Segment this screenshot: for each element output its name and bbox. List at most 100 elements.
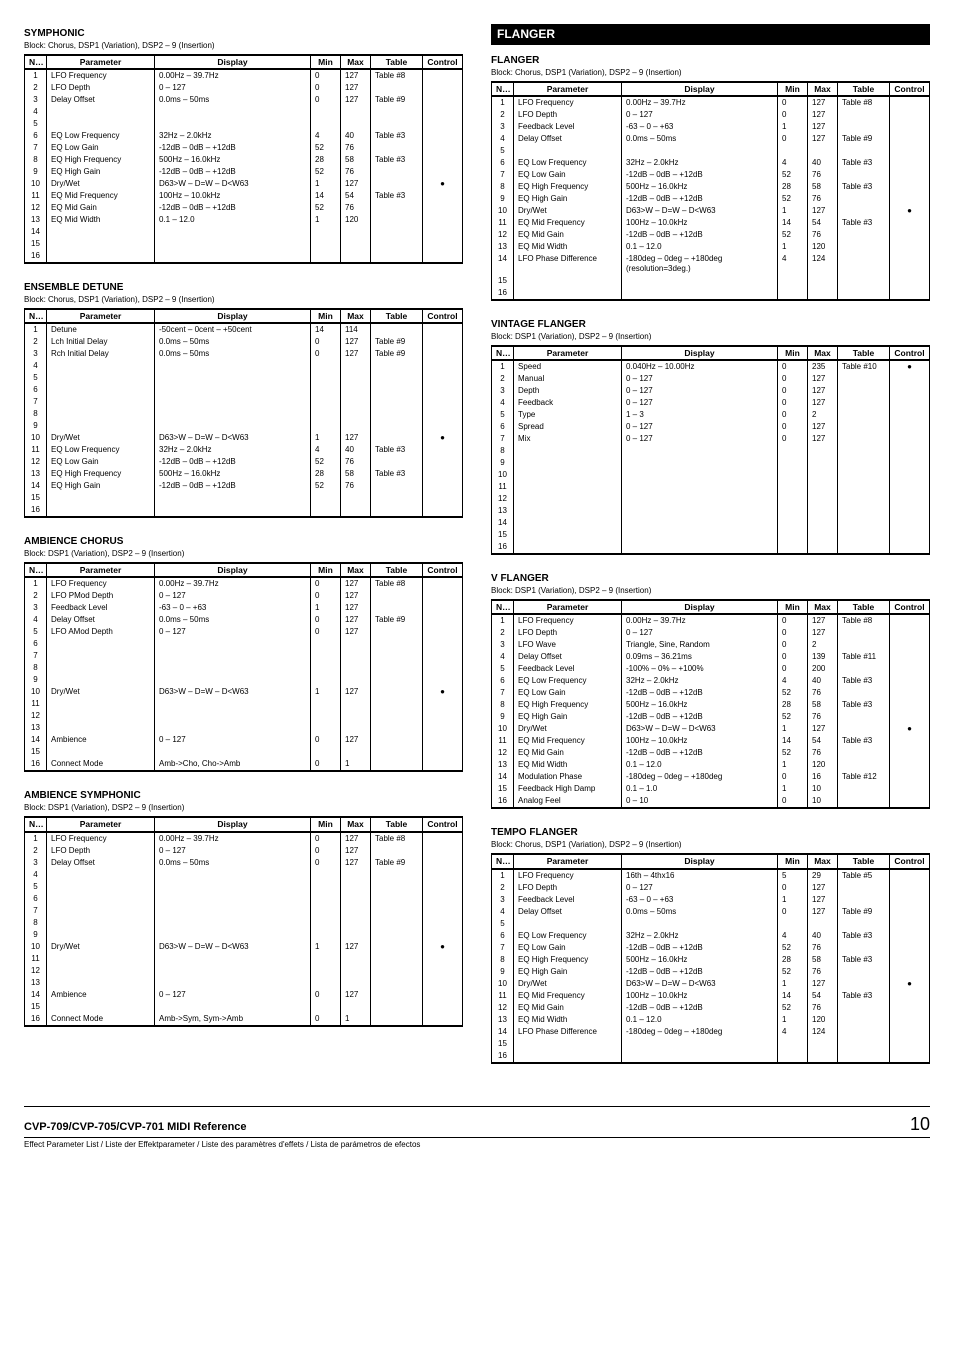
table-row: 2LFO Depth0 – 1270127 (492, 627, 930, 639)
table-row: 9EQ High Gain-12dB – 0dB – +12dB5276 (492, 193, 930, 205)
table-row: 5LFO AMod Depth0 – 1270127 (25, 626, 463, 638)
ambchorus-title: AMBIENCE CHORUS (24, 536, 463, 549)
column-header: Min (311, 563, 341, 578)
ambchorus-sub: Block: DSP1 (Variation), DSP2 – 9 (Inser… (24, 549, 463, 559)
vintage-sub: Block: DSP1 (Variation), DSP2 – 9 (Inser… (491, 332, 930, 342)
table-row: 3Feedback Level-63 – 0 – +631127 (492, 894, 930, 906)
table-row: 11 (25, 953, 463, 965)
table-row: 15 (25, 492, 463, 504)
column-header: Control (423, 55, 463, 70)
flanger-sub: Block: Chorus, DSP1 (Variation), DSP2 – … (491, 68, 930, 78)
column-header: No. (492, 82, 514, 97)
table-row: 14EQ High Gain-12dB – 0dB – +12dB5276 (25, 480, 463, 492)
table-row: 11EQ Mid Frequency100Hz – 10.0kHz1454Tab… (492, 735, 930, 747)
table-row: 2LFO Depth0 – 1270127 (25, 845, 463, 857)
column-header: No. (25, 563, 47, 578)
table-row: 7EQ Low Gain-12dB – 0dB – +12dB5276 (492, 169, 930, 181)
table-row: 7 (25, 905, 463, 917)
flanger-title: FLANGER (491, 55, 930, 68)
table-row: 8EQ High Frequency500Hz – 16.0kHz2858Tab… (492, 181, 930, 193)
table-row: 6 (25, 893, 463, 905)
table-row: 5 (25, 372, 463, 384)
table-row: 8 (25, 662, 463, 674)
table-row: 14 (25, 226, 463, 238)
table-row: 15 (25, 238, 463, 250)
ambchorus-table: No.ParameterDisplayMinMaxTableControl1LF… (24, 562, 463, 773)
flanger-table: No.ParameterDisplayMinMaxTableControl1LF… (491, 81, 930, 302)
table-row: 10Dry/WetD63>W – D=W – D<W631127● (25, 178, 463, 190)
table-row: 11EQ Mid Frequency100Hz – 10.0kHz1454Tab… (492, 217, 930, 229)
table-row: 5 (25, 118, 463, 130)
table-row: 13EQ Mid Width0.1 – 12.01120 (492, 1014, 930, 1026)
left-column: SYMPHONIC Block: Chorus, DSP1 (Variation… (24, 18, 463, 1082)
table-row: 16 (492, 541, 930, 554)
table-row: 7 (25, 650, 463, 662)
table-row: 2LFO Depth0 – 1270127 (492, 882, 930, 894)
table-row: 14Modulation Phase-180deg – 0deg – +180d… (492, 771, 930, 783)
table-row: 16Connect ModeAmb->Sym, Sym->Amb01 (25, 1013, 463, 1026)
table-row: 3LFO WaveTriangle, Sine, Random02 (492, 639, 930, 651)
table-row: 12EQ Mid Gain-12dB – 0dB – +12dB5276 (492, 229, 930, 241)
table-row: 6EQ Low Frequency32Hz – 2.0kHz440Table #… (492, 675, 930, 687)
table-row: 9EQ High Gain-12dB – 0dB – +12dB5276 (492, 711, 930, 723)
table-row: 15 (492, 275, 930, 287)
table-row: 1Detune-50cent – 0cent – +50cent14114 (25, 323, 463, 336)
table-row: 1LFO Frequency16th – 4thx16529Table #5 (492, 869, 930, 882)
column-header: Control (423, 309, 463, 324)
table-row: 9 (25, 929, 463, 941)
tempo-table: No.ParameterDisplayMinMaxTableControl1LF… (491, 853, 930, 1064)
table-row: 8 (492, 445, 930, 457)
column-header: Parameter (514, 600, 622, 615)
table-row: 1LFO Frequency0.00Hz – 39.7Hz0127Table #… (25, 832, 463, 845)
table-row: 1Speed0.040Hz – 10.00Hz0235Table #10● (492, 360, 930, 373)
table-row: 14LFO Phase Difference-180deg – 0deg – +… (492, 1026, 930, 1038)
column-header: Max (341, 309, 371, 324)
table-row: 4 (25, 106, 463, 118)
table-row: 10Dry/WetD63>W – D=W – D<W631127● (492, 978, 930, 990)
table-row: 16 (25, 250, 463, 263)
column-header: Display (622, 600, 778, 615)
column-header: Display (155, 817, 311, 832)
column-header: Min (311, 309, 341, 324)
table-row: 6EQ Low Frequency32Hz – 2.0kHz440Table #… (492, 930, 930, 942)
table-row: 3Depth0 – 1270127 (492, 385, 930, 397)
table-row: 9EQ High Gain-12dB – 0dB – +12dB5276 (492, 966, 930, 978)
column-header: Control (890, 854, 930, 869)
footer-title: CVP-709/CVP-705/CVP-701 MIDI Reference (24, 1121, 247, 1135)
table-row: 6 (25, 384, 463, 396)
table-row: 15 (25, 746, 463, 758)
column-header: No. (25, 55, 47, 70)
column-header: Table (371, 817, 423, 832)
vintage-table: No.ParameterDisplayMinMaxTableControl1Sp… (491, 345, 930, 556)
table-row: 12EQ Mid Gain-12dB – 0dB – +12dB5276 (492, 747, 930, 759)
table-row: 12 (25, 710, 463, 722)
table-row: 16Analog Feel0 – 10010 (492, 795, 930, 808)
table-row: 6Spread0 – 1270127 (492, 421, 930, 433)
column-header: Parameter (47, 55, 155, 70)
table-row: 4Delay Offset0.0ms – 50ms0127Table #9 (492, 133, 930, 145)
table-row: 1LFO Frequency0.00Hz – 39.7Hz0127Table #… (25, 69, 463, 82)
table-row: 3Rch Initial Delay0.0ms – 50ms0127Table … (25, 348, 463, 360)
table-row: 7EQ Low Gain-12dB – 0dB – +12dB5276 (25, 142, 463, 154)
table-row: 7Mix0 – 1270127 (492, 433, 930, 445)
column-header: No. (492, 600, 514, 615)
page-footer: CVP-709/CVP-705/CVP-701 MIDI Reference 1… (24, 1106, 930, 1151)
table-row: 12 (492, 493, 930, 505)
column-header: Min (778, 854, 808, 869)
table-row: 15 (492, 1038, 930, 1050)
table-row: 12EQ Low Gain-12dB – 0dB – +12dB5276 (25, 456, 463, 468)
column-header: Min (778, 600, 808, 615)
column-header: Control (423, 563, 463, 578)
table-row: 13EQ Mid Width0.1 – 12.01120 (492, 241, 930, 253)
column-header: Table (838, 82, 890, 97)
table-row: 13 (492, 505, 930, 517)
column-header: Control (890, 82, 930, 97)
column-header: Parameter (47, 817, 155, 832)
table-row: 1LFO Frequency0.00Hz – 39.7Hz0127Table #… (25, 577, 463, 590)
column-header: Control (890, 346, 930, 361)
table-row: 11 (25, 698, 463, 710)
ambsym-table: No.ParameterDisplayMinMaxTableControl1LF… (24, 816, 463, 1027)
table-row: 16 (492, 1050, 930, 1063)
column-header: Table (371, 563, 423, 578)
table-row: 16Connect ModeAmb->Cho, Cho->Amb01 (25, 758, 463, 771)
